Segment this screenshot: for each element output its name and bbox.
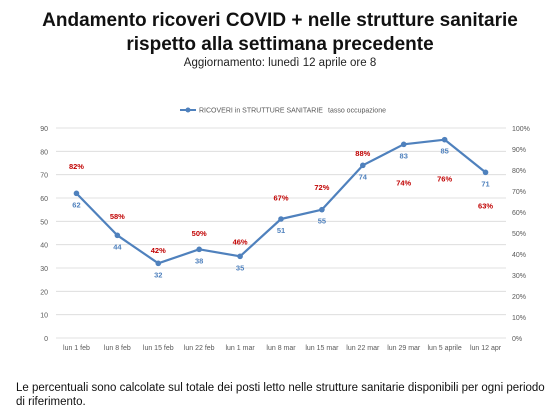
data-point (360, 162, 366, 169)
pct-label: 50% (192, 229, 207, 238)
pct-label: 42% (151, 246, 166, 255)
legend-entry-tasso: tasso occupazione (328, 108, 386, 115)
left-axis-tick-label: 30 (40, 266, 48, 273)
pct-label: 67% (273, 193, 288, 202)
pct-label: 46% (233, 237, 248, 246)
x-axis-tick-label: lun 5 aprile (428, 345, 462, 352)
left-axis-tick-label: 90 (40, 126, 48, 133)
pct-label: 76% (437, 174, 452, 183)
data-label: 62 (72, 200, 80, 209)
pct-label: 58% (110, 212, 125, 221)
pct-label: 82% (69, 162, 84, 171)
right-axis-tick-label: 10% (512, 315, 526, 322)
data-label: 71 (481, 179, 489, 188)
left-axis-tick-label: 60 (40, 196, 48, 203)
left-axis-tick-label: 40 (40, 243, 48, 250)
x-axis-tick-label: lun 15 mar (305, 345, 339, 352)
data-point (73, 190, 80, 197)
x-axis-tick-label: lun 29 mar (387, 345, 421, 352)
right-axis-tick-label: 60% (512, 210, 526, 217)
data-point (196, 246, 202, 253)
x-axis-tick-label: lun 8 mar (266, 345, 296, 352)
line-chart: 0 10 20 30 40 50 60 70 80 90 0% 10% 20% 30% 40% 50% 60% 7… (40, 107, 530, 352)
data-label: 35 (236, 263, 244, 272)
data-point (114, 232, 121, 239)
left-axis-tick-label: 80 (40, 149, 48, 156)
left-axis-tick-label: 10 (40, 313, 48, 320)
right-axis-tick-label: 40% (512, 252, 526, 259)
footnote: Le percentuali sono calcolate sul totale… (16, 382, 545, 408)
legend-marker (185, 107, 191, 113)
chart-title-line-1: Andamento ricoveri COVID + nelle struttu… (42, 10, 518, 31)
left-axis-tick-label: 70 (40, 173, 48, 180)
x-axis-tick-label: lun 22 feb (184, 345, 215, 352)
data-label: 55 (318, 217, 326, 226)
left-axis-tick-label: 0 (44, 336, 48, 343)
x-axis-tick-label: lun 8 feb (104, 345, 131, 352)
data-point (441, 136, 448, 143)
data-label: 51 (277, 226, 285, 235)
data-label: 85 (440, 147, 448, 156)
x-axis-tick-label: lun 1 mar (225, 345, 255, 352)
right-axis-tick-label: 20% (512, 294, 526, 301)
data-point (400, 141, 407, 148)
right-axis-tick-label: 100% (512, 126, 530, 133)
right-axis-tick-label: 90% (512, 147, 526, 154)
data-label: 32 (154, 270, 162, 279)
data-label: 44 (113, 242, 122, 251)
x-axis-tick-label: lun 1 feb (63, 345, 90, 352)
data-point (237, 253, 243, 260)
x-axis-tick-label: lun 15 feb (143, 345, 174, 352)
legend-entry-ricoveri: RICOVERI in STRUTTURE SANITARIE (199, 108, 323, 115)
x-axis-tick-label: lun 22 mar (346, 345, 380, 352)
data-point (319, 206, 325, 213)
left-axis-tick-label: 50 (40, 219, 48, 226)
data-point (482, 169, 489, 176)
data-point (278, 216, 284, 222)
data-label: 38 (195, 256, 203, 265)
right-axis-tick-label: 70% (512, 189, 526, 196)
right-axis-tick-label: 80% (512, 168, 526, 175)
chart-subtitle: Aggiornamento: lunedì 12 aprile ore 8 (183, 57, 377, 69)
x-axis-tick-label: lun 12 apr (470, 345, 502, 352)
pct-label: 72% (314, 183, 329, 192)
data-point (155, 260, 162, 267)
chart-title-line-2: rispetto alla settimana precedente (126, 34, 434, 55)
pct-label: 88% (355, 149, 370, 158)
left-axis-tick-label: 20 (40, 289, 48, 296)
right-axis-tick-label: 0% (512, 336, 522, 343)
right-axis-tick-label: 50% (512, 231, 526, 238)
data-label: 74 (359, 172, 368, 181)
data-label: 83 (400, 151, 408, 160)
right-axis-tick-label: 30% (512, 273, 526, 280)
pct-label: 74% (396, 179, 411, 188)
pct-label: 63% (478, 202, 493, 211)
